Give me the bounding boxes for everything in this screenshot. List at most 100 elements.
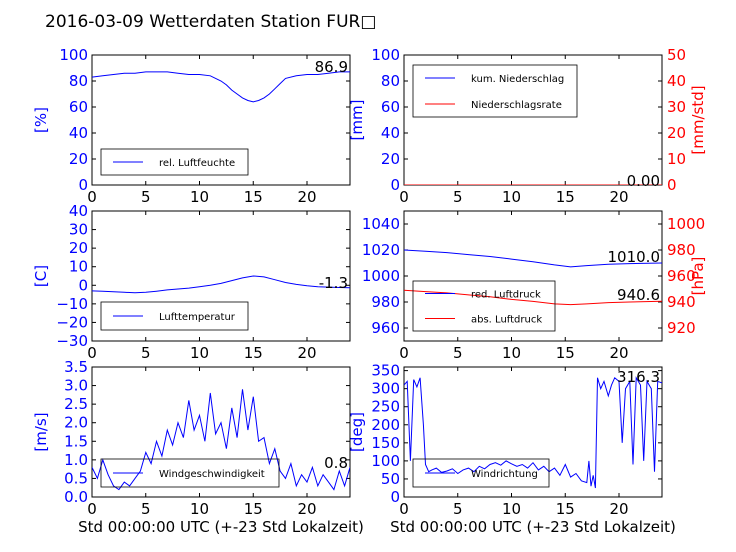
x-tick-label: 0	[87, 188, 97, 206]
y-tick-label: 2.0	[64, 414, 88, 432]
y-right-tick-label: 50	[667, 46, 686, 64]
y-right-tick-label: 20	[667, 124, 686, 142]
y-tick-label: 100	[371, 46, 400, 64]
x-tick-label: 15	[244, 500, 263, 518]
y-tick-label: 3.5	[64, 358, 88, 376]
y-tick-label: 80	[69, 72, 88, 90]
y-tick-label: −10	[56, 295, 88, 313]
y-axis-label: [deg]	[348, 412, 366, 452]
x-tick-label: 0	[399, 188, 409, 206]
x-tick-label: 5	[141, 188, 151, 206]
x-tick-label: 0	[399, 500, 409, 518]
x-tick-label: 10	[502, 344, 521, 362]
y-tick-label: 60	[381, 98, 400, 116]
y-tick-label: −30	[56, 332, 88, 350]
y-right-tick-label: 10	[667, 150, 686, 168]
y-tick-label: 80	[381, 72, 400, 90]
y-tick-label: 1.5	[64, 432, 88, 450]
legend-label: Windgeschwindigkeit	[159, 469, 265, 480]
x-tick-label: 20	[297, 500, 316, 518]
y-tick-label: 40	[381, 124, 400, 142]
y-axis-label: [m/s]	[32, 412, 50, 451]
legend-label: kum. Niederschlag	[471, 74, 564, 85]
current-value: 1010.0	[608, 248, 661, 266]
legend-label: red. Luftdruck	[471, 290, 541, 301]
y-tick-label: 980	[371, 293, 400, 311]
legend-box	[100, 148, 249, 176]
series-line-lufttemperatur	[92, 275, 350, 294]
y-tick-label: 200	[371, 416, 400, 434]
x-tick-label: 15	[556, 188, 575, 206]
y-tick-label: 1020	[362, 241, 400, 259]
y-axis-label: [mm]	[348, 100, 366, 141]
x-tick-label: 0	[87, 500, 97, 518]
y-right-tick-label: 1000	[667, 215, 705, 233]
y-tick-label: 300	[371, 380, 400, 398]
y-tick-label: 100	[59, 46, 88, 64]
legend-label: Windrichtung	[471, 469, 538, 480]
x-tick-label: 15	[556, 344, 575, 362]
current-value: -1.3	[319, 274, 348, 292]
y-tick-label: 20	[69, 239, 88, 257]
series-line-rel--luftfeuchte	[92, 71, 350, 103]
y-tick-label: 0.5	[64, 469, 88, 487]
y-right-tick-label: 980	[667, 241, 696, 259]
y-tick-label: 250	[371, 398, 400, 416]
x-tick-label: 0	[399, 344, 409, 362]
legend-box	[100, 458, 280, 488]
y-tick-label: 0.0	[64, 488, 88, 506]
panel-wind: 0 5 10 15 20 0.00.51.01.52.02.53.03.5 [m/s] Std…	[32, 358, 364, 536]
series-line-red--luftdruck	[404, 249, 662, 268]
y-tick-label: 1000	[362, 267, 400, 285]
x-tick-label: 15	[244, 344, 263, 362]
y-right-axis-label: [hPa]	[689, 257, 707, 296]
y-right-tick-label: 40	[667, 72, 686, 90]
x-tick-label: 20	[609, 500, 628, 518]
series-line-windrichtung	[404, 376, 662, 489]
x-tick-label: 5	[453, 344, 463, 362]
x-tick-label: 15	[244, 188, 263, 206]
y-tick-label: 960	[371, 319, 400, 337]
y-right-tick-label: 940	[667, 293, 696, 311]
figure-title: 2016-03-09 Wetterdaten Station FUR□	[45, 12, 376, 32]
x-tick-label: 10	[502, 500, 521, 518]
legend-box	[100, 301, 249, 331]
y-right-tick-label: 920	[667, 319, 696, 337]
y-tick-label: 100	[371, 452, 400, 470]
y-right-tick-label: 30	[667, 98, 686, 116]
axes-frame	[91, 210, 351, 342]
y-tick-label: 2.5	[64, 395, 88, 413]
x-tick-label: 0	[87, 344, 97, 362]
y-tick-label: 1.0	[64, 451, 88, 469]
y-tick-label: 0	[78, 276, 88, 294]
x-tick-label: 5	[141, 500, 151, 518]
y-tick-label: 150	[371, 434, 400, 452]
axes-frame	[403, 366, 663, 498]
legend-label: rel. Luftfeuchte	[159, 158, 235, 169]
y-axis-label: [%]	[32, 107, 50, 133]
y-tick-label: 20	[381, 150, 400, 168]
x-tick-label: 20	[297, 188, 316, 206]
y-tick-label: 0	[390, 488, 400, 506]
y-tick-label: 50	[381, 470, 400, 488]
x-tick-label: 20	[609, 344, 628, 362]
panel-humidity: 0 5 10 15 20 0 20 40 60 80 100 [%] rel. Luftfeuchte 8…	[32, 46, 351, 206]
legend-label: Niederschlagsrate	[471, 100, 562, 111]
y-tick-label: 1040	[362, 215, 400, 233]
legend-label: Lufttemperatur	[159, 312, 236, 323]
y-right-tick-label: 0	[667, 176, 677, 194]
x-tick-label: 10	[502, 188, 521, 206]
y-tick-label: 0	[390, 176, 400, 194]
y-right-tick-label: 960	[667, 267, 696, 285]
y-tick-label: 40	[69, 202, 88, 220]
y-tick-label: 20	[69, 150, 88, 168]
y-axis-label: [C]	[32, 265, 50, 287]
panel-temperature: 0 5 10 15 20−30−20−10010203040[C]Lufttempera…	[32, 202, 351, 362]
x-tick-label: 10	[190, 500, 209, 518]
x-tick-label: 5	[453, 500, 463, 518]
y-tick-label: 350	[371, 362, 400, 380]
current-value: 86.9	[315, 58, 348, 76]
current-value: 0.00	[627, 172, 660, 190]
x-tick-label: 5	[453, 188, 463, 206]
